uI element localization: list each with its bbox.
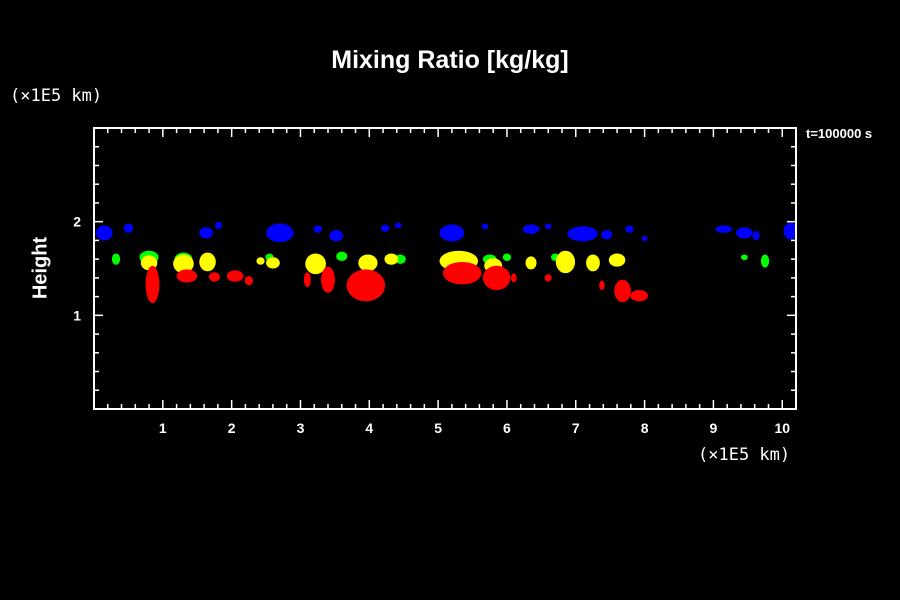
tick-labels: 1 2 3 4 5 6 7 8 9 10 1 2 xyxy=(73,214,790,436)
x-tick-label: 1 xyxy=(159,420,167,436)
cloud-patch xyxy=(321,266,335,293)
cloud-patch xyxy=(522,224,540,234)
cloud-patch xyxy=(305,253,326,275)
cloud-patch xyxy=(173,254,194,274)
x-tick-label: 3 xyxy=(297,420,305,436)
cloud-patch xyxy=(752,231,760,241)
cloud-patch xyxy=(599,280,605,291)
cloud-patch xyxy=(601,230,613,240)
cloud-patch xyxy=(736,227,753,239)
cloud-patch xyxy=(303,272,311,288)
y-axis-label: Height xyxy=(29,236,52,300)
x-tick-label: 7 xyxy=(572,420,580,436)
cloud-patch xyxy=(783,222,796,240)
cloud-patch xyxy=(208,272,220,282)
cloud-patch xyxy=(641,235,648,242)
x-tick-label: 8 xyxy=(641,420,649,436)
cloud-patch xyxy=(358,254,378,272)
cloud-patch xyxy=(760,254,770,268)
cloud-patch xyxy=(313,225,322,233)
x-axis-unit: (×1E5 km) xyxy=(698,445,791,465)
cloud-patch xyxy=(511,273,517,283)
cloud-patch xyxy=(439,224,465,242)
cloud-patch xyxy=(394,222,402,229)
cloud-patch xyxy=(266,223,294,243)
cloud-patch xyxy=(482,265,511,291)
cloud-patch xyxy=(336,251,348,262)
cloud-patch xyxy=(199,252,216,272)
cloud-patch xyxy=(586,254,600,272)
cloud-patch xyxy=(555,250,576,274)
cloud-patch xyxy=(256,257,265,265)
x-tick-label: 6 xyxy=(503,420,511,436)
cloud-patch xyxy=(614,279,631,303)
cloud-patch xyxy=(502,253,512,262)
cloud-patch xyxy=(740,254,748,261)
cloud-patch xyxy=(215,221,223,230)
x-tick-label: 9 xyxy=(710,420,718,436)
cloud-patch xyxy=(145,265,160,304)
cloud-patch xyxy=(630,290,649,302)
x-tick-label: 4 xyxy=(365,420,373,436)
cloud-patch xyxy=(111,253,121,265)
y-tick-label: 1 xyxy=(73,307,81,323)
cloud-patch xyxy=(244,275,253,286)
cloud-patch xyxy=(625,225,634,233)
plot-frame xyxy=(93,127,797,410)
cloud-patch xyxy=(481,223,489,230)
cloud-patch xyxy=(329,230,344,242)
y-tick-label: 2 xyxy=(73,214,81,230)
chart-title: Mixing Ratio [kg/kg] xyxy=(331,46,569,74)
y-axis-unit: (×1E5 km) xyxy=(10,86,103,106)
cloud-patch xyxy=(384,253,399,265)
x-tick-label: 5 xyxy=(434,420,442,436)
cloud-patch xyxy=(608,253,626,267)
cloud-patch xyxy=(123,223,134,233)
cloud-patch xyxy=(96,225,113,241)
x-tick-label: 10 xyxy=(774,420,790,436)
cloud-patch xyxy=(525,256,537,270)
cloud-patch xyxy=(442,261,482,285)
cloud-patches xyxy=(96,221,796,304)
cloud-patch xyxy=(715,225,732,233)
cloud-patch xyxy=(346,269,386,302)
cloud-patch xyxy=(226,270,244,282)
cloud-patch xyxy=(266,257,280,269)
cloud-patch xyxy=(176,269,198,283)
cloud-patch xyxy=(544,274,552,282)
cloud-patch xyxy=(544,223,552,230)
time-label: t=100000 s xyxy=(806,126,873,141)
x-tick-label: 2 xyxy=(228,420,236,436)
cloud-patch xyxy=(380,224,390,232)
cloud-patch xyxy=(199,227,214,239)
cloud-patch xyxy=(567,226,598,242)
